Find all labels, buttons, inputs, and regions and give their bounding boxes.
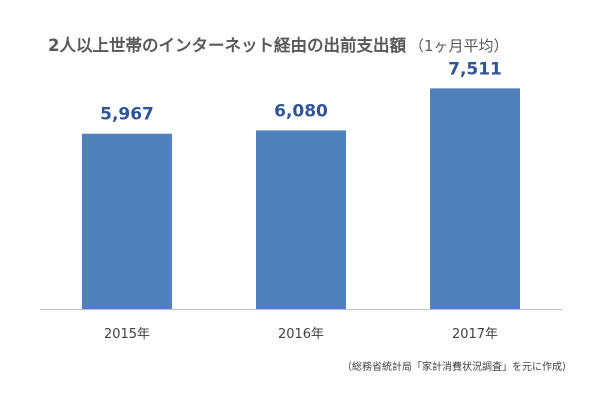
chart-subtitle: （1ヶ月平均） xyxy=(408,37,509,55)
bar-3 xyxy=(430,88,520,309)
bar-2 xyxy=(256,130,346,309)
data-label-2: 6,080 xyxy=(274,101,328,121)
x-tick-label-3: 2017年 xyxy=(452,327,498,342)
chart-title-row: 2人以上世帯のインターネット経由の出前支出額 （1ヶ月平均） xyxy=(48,36,509,56)
x-tick-label-1: 2015年 xyxy=(104,327,150,342)
data-label-1: 5,967 xyxy=(100,105,154,125)
chart-title: 2人以上世帯のインターネット経由の出前支出額 xyxy=(48,36,406,55)
bar-1 xyxy=(82,133,172,309)
x-tick-label-2: 2016年 xyxy=(278,327,324,342)
source-note: （総務省統計局「家計消費状況調査」を元に作成） xyxy=(342,362,572,373)
data-label-3: 7,511 xyxy=(448,59,502,79)
